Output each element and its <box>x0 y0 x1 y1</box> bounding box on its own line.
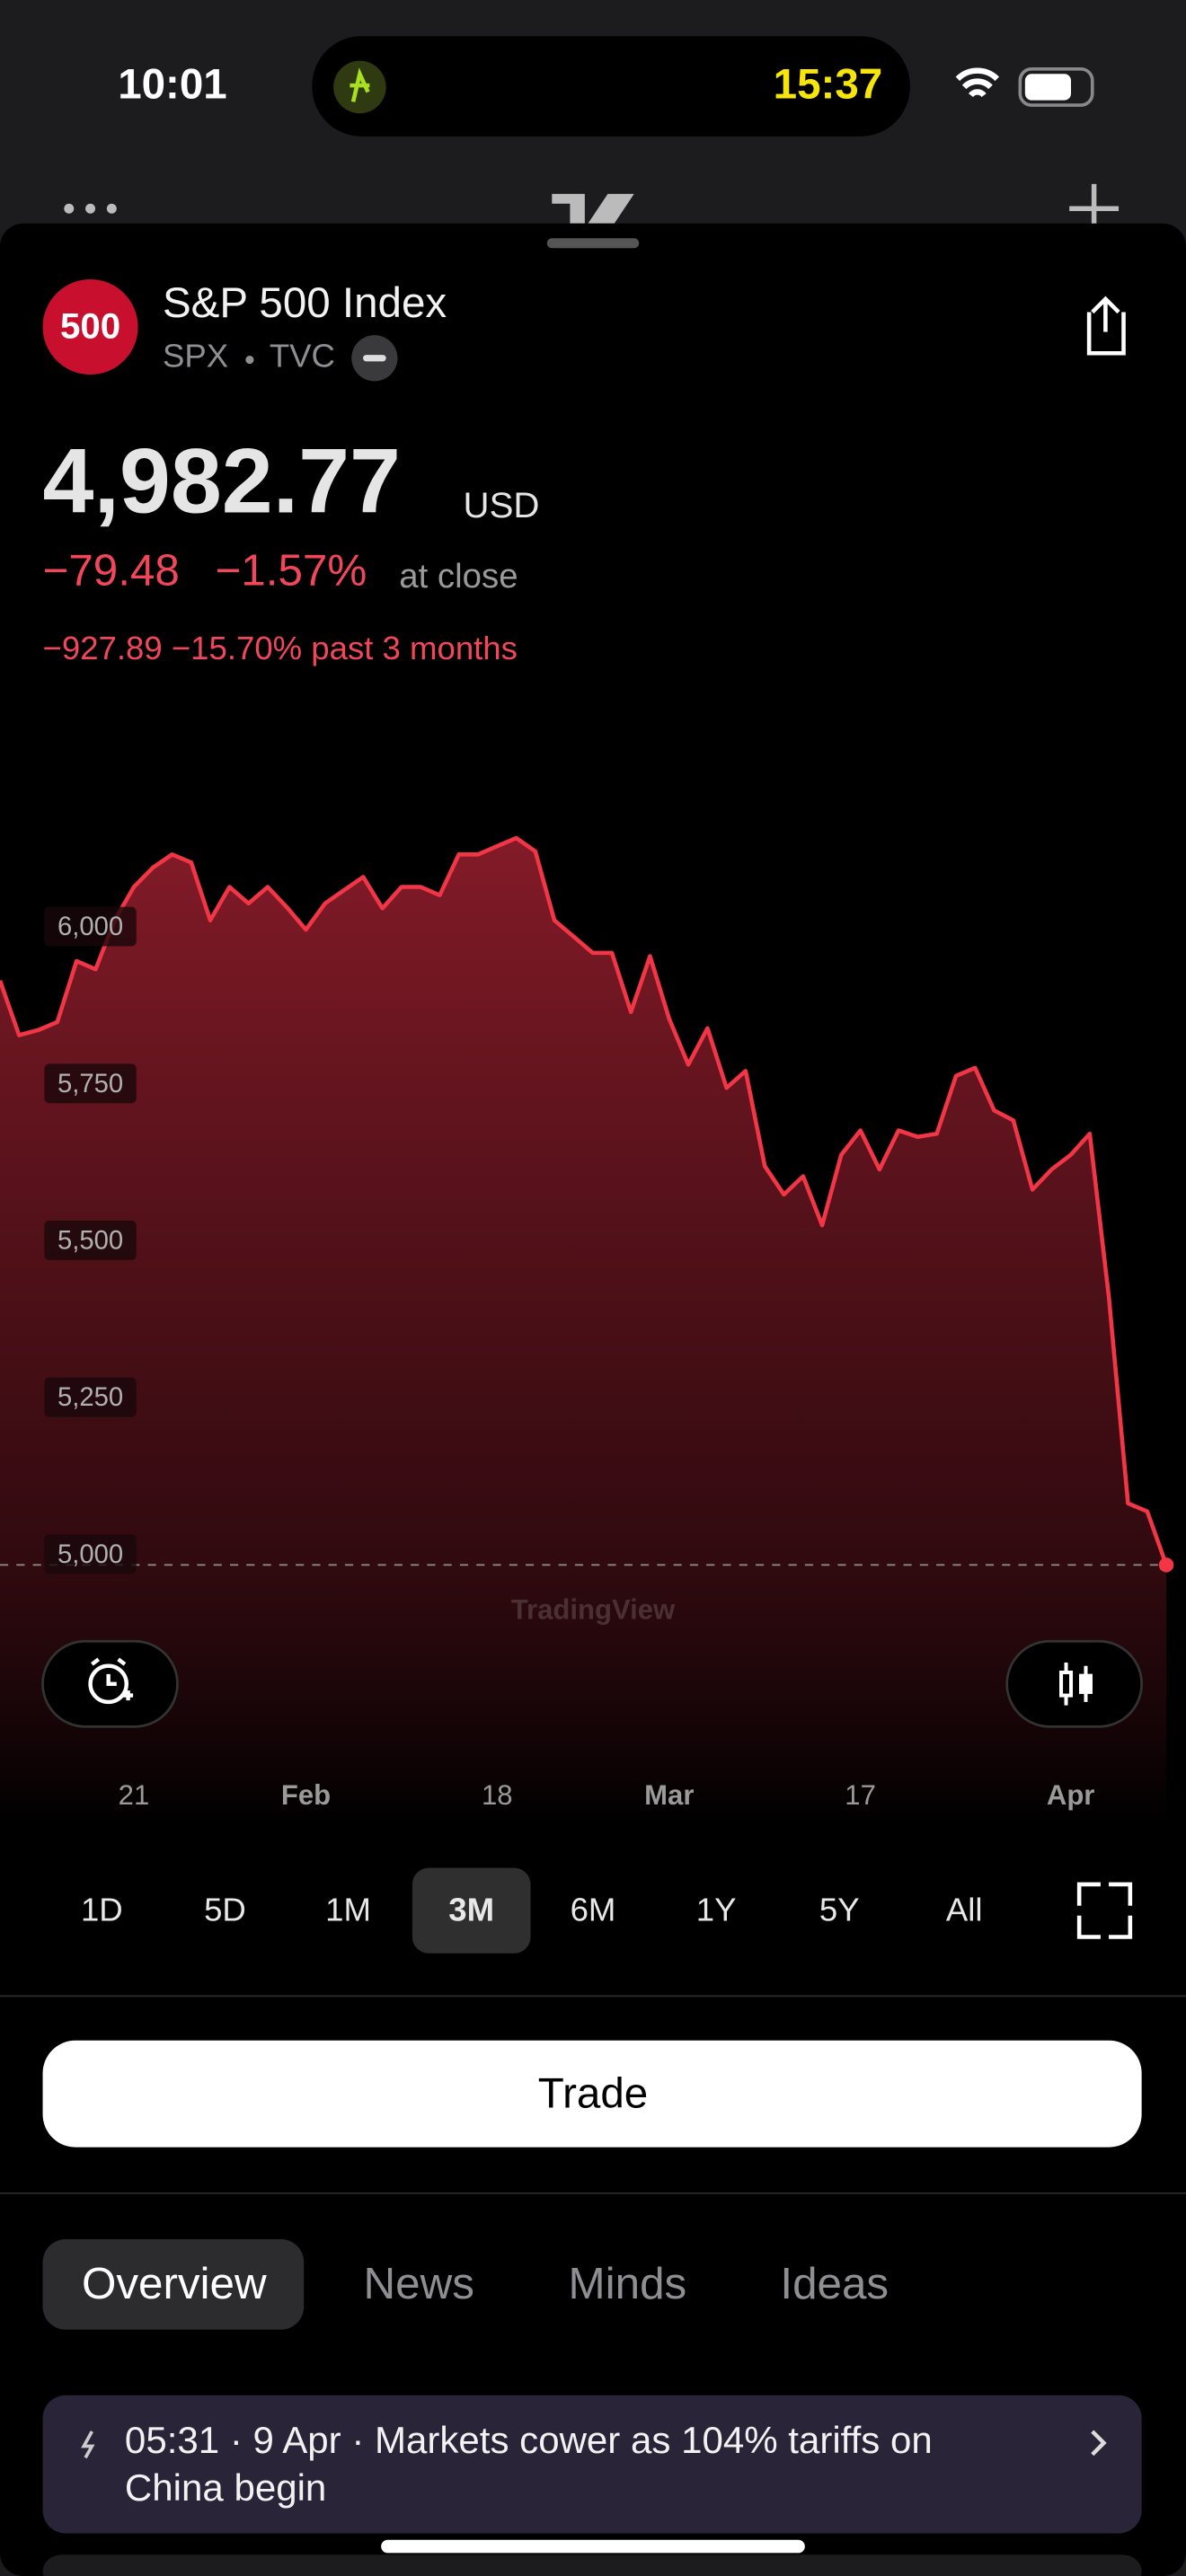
x-tick-label: Feb <box>281 1779 331 1811</box>
x-tick-label: Mar <box>644 1779 694 1811</box>
chevron <box>1091 2430 1107 2457</box>
next-card <box>42 2554 1142 2576</box>
status-minus <box>363 355 386 362</box>
separator <box>245 355 254 365</box>
range-button[interactable]: 5Y <box>819 1892 860 1928</box>
battery-level <box>1024 74 1072 101</box>
area-fill <box>0 838 1167 1824</box>
period-change: −927.89 −15.70% past 3 months <box>43 630 518 666</box>
y-tick-label: 5,500 <box>58 1227 123 1256</box>
y-tick <box>44 1534 137 1575</box>
x-tick-label: 18 <box>482 1779 513 1811</box>
y-tick <box>44 1221 137 1260</box>
range-button[interactable]: All <box>946 1892 983 1928</box>
flash-icon <box>81 2430 95 2459</box>
x-tick-label: 17 <box>845 1779 876 1811</box>
range-button[interactable]: 1Y <box>696 1892 737 1928</box>
price-line <box>0 835 1169 1566</box>
y-tick-label: 5,250 <box>58 1383 123 1412</box>
last-point <box>1158 1557 1174 1573</box>
fullscreen-button[interactable] <box>1076 1882 1133 1939</box>
tab[interactable]: Ideas <box>780 2259 889 2308</box>
range-button[interactable]: 1M <box>325 1892 371 1928</box>
news-line: 05:31 · 9 Apr · Markets cower as 104% ta… <box>125 2419 933 2461</box>
share-button[interactable] <box>1086 296 1126 356</box>
chart: TradingView 5,000 5,250 5,500 5,750 6,000 21 Fe… <box>0 835 1174 1824</box>
tab[interactable]: Minds <box>569 2259 687 2308</box>
price: 4,982.77 <box>43 428 401 532</box>
range-bar: 1D 5D 1M 3M 6M 1Y 5Y All <box>81 1867 983 1954</box>
range-button[interactable]: 1D <box>81 1892 123 1928</box>
news-line: China begin <box>125 2466 326 2509</box>
dynamic-island <box>312 36 910 137</box>
news-card[interactable] <box>42 2395 1142 2534</box>
change-note: at close <box>399 557 518 595</box>
tab-bar: Overview News Minds Ideas <box>42 2239 889 2330</box>
y-tick <box>44 1063 137 1104</box>
tab[interactable]: News <box>364 2259 474 2308</box>
exchange: TVC <box>270 337 335 374</box>
tv-logo <box>552 193 634 224</box>
tab[interactable]: Overview <box>82 2259 267 2308</box>
activity-time: 15:37 <box>774 60 883 108</box>
y-tick-label: 6,000 <box>58 913 123 941</box>
wifi-icon <box>955 67 1000 98</box>
symbol-name: S&P 500 Index <box>163 279 447 327</box>
range-button[interactable]: 3M <box>448 1892 494 1928</box>
candle-icon <box>1059 1663 1093 1706</box>
currency: USD <box>464 485 540 525</box>
badge-text: 500 <box>60 305 120 346</box>
battery <box>1018 66 1094 107</box>
y-tick-label: 5,000 <box>58 1540 123 1569</box>
tab-selected <box>42 2239 305 2330</box>
y-tick <box>44 1377 137 1417</box>
change-pct: −1.57% <box>216 545 367 595</box>
chart-type-button[interactable] <box>1005 1639 1144 1728</box>
grab-handle <box>546 238 640 249</box>
trade-label: Trade <box>538 2069 648 2117</box>
activity-glyph <box>350 67 370 102</box>
trade-button[interactable] <box>42 2040 1142 2148</box>
home-indicator <box>381 2539 805 2554</box>
range-selected <box>412 1867 531 1954</box>
x-tick-label: 21 <box>119 1779 150 1811</box>
range-button[interactable]: 6M <box>571 1892 616 1928</box>
range-button[interactable]: 5D <box>204 1892 246 1928</box>
y-tick <box>44 906 137 947</box>
alert-icon <box>88 1657 134 1705</box>
watermark: TradingView <box>511 1594 676 1626</box>
change: −79.48 <box>43 545 180 595</box>
y-tick-label: 5,750 <box>58 1070 123 1098</box>
clock: 10:01 <box>118 60 227 108</box>
more-button[interactable] <box>64 203 117 214</box>
x-tick-label: Apr <box>1047 1779 1095 1811</box>
ticker: SPX <box>163 337 228 374</box>
symbol-badge <box>42 278 138 375</box>
